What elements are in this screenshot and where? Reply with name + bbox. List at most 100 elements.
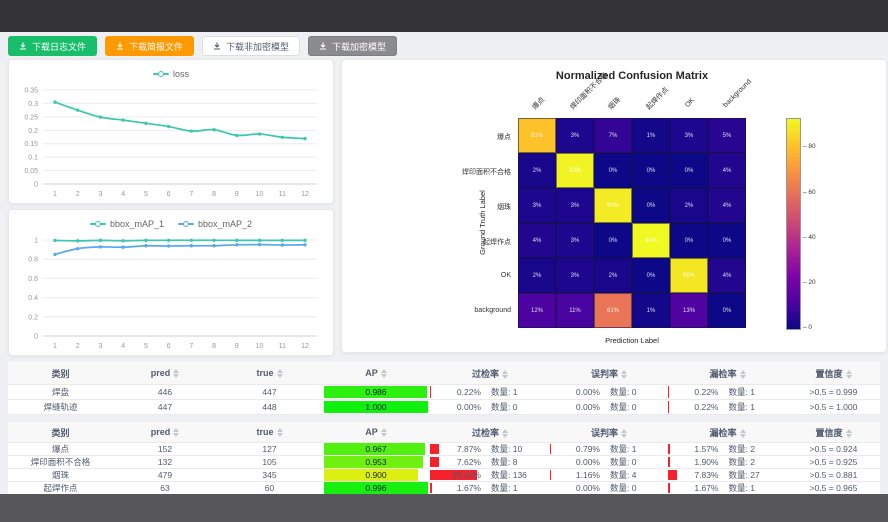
- column-header-3[interactable]: AP: [322, 362, 430, 385]
- loss-chart-card: loss 0 0.05 0.1 0.15 0.2 0.25 0.3 0.35 1 2 3 4 5 6 7 8 9 1…: [8, 59, 334, 204]
- matrix-title: Normalized Confusion Matrix: [555, 70, 709, 82]
- svg-text:12: 12: [301, 191, 309, 198]
- column-header-label: AP: [365, 367, 378, 378]
- sort-icon[interactable]: [845, 369, 852, 379]
- download-encrypted-model-button[interactable]: 下载加密模型: [308, 36, 398, 56]
- ap-cell: 0.996: [324, 482, 428, 494]
- column-header-6[interactable]: 漏检率: [668, 362, 787, 385]
- cell-over-rate: 0.00% 数量: 0: [430, 399, 550, 415]
- column-header-7[interactable]: 置信度: [787, 362, 880, 385]
- svg-text:1: 1: [53, 343, 57, 350]
- matrix-cell: 0%: [708, 223, 746, 258]
- column-header-0: 类别: [8, 422, 113, 443]
- rate-percent: 1.67%: [456, 483, 481, 493]
- sort-icon[interactable]: [739, 428, 746, 438]
- column-header-4[interactable]: 过检率: [430, 362, 550, 385]
- svg-text:12: 12: [301, 343, 309, 350]
- colorbar-tick: – 40: [803, 233, 816, 241]
- line-marker-icon: [178, 220, 194, 228]
- ap-bar: [324, 386, 427, 398]
- legend-item-loss[interactable]: loss: [152, 69, 189, 79]
- rate-cell: 0.00% 数量: 0: [550, 456, 668, 468]
- matrix-cell: 61%: [594, 293, 632, 328]
- metrics-tables: 类别 pred true AP 过检率 误判率 漏检率 置信度 焊盘 446 447 0.986 0.2…: [8, 362, 880, 508]
- sort-icon[interactable]: [502, 428, 508, 438]
- sort-icon[interactable]: [739, 369, 746, 379]
- download-report-label: 下载简报文件: [129, 41, 184, 52]
- matrix-cell: 12%: [518, 293, 556, 328]
- rate-count: 数量: 4: [610, 470, 637, 480]
- rate-bar: [668, 444, 670, 454]
- download-icon: [214, 42, 221, 50]
- cell-true: 60: [217, 481, 322, 495]
- ap-value: 1.000: [365, 402, 387, 412]
- legend-item-bbox_mAP_1[interactable]: bbox_mAP_1: [89, 219, 164, 229]
- line-marker-icon: [152, 70, 169, 78]
- sort-icon[interactable]: [276, 369, 283, 379]
- rate-percent: 0.00%: [575, 483, 600, 493]
- sort-icon[interactable]: [621, 428, 627, 438]
- sort-icon[interactable]: [380, 428, 387, 438]
- download-plain-model-label: 下载非加密模型: [226, 41, 290, 52]
- svg-text:3: 3: [99, 343, 103, 350]
- matrix-cell: 0%: [708, 293, 746, 328]
- matrix-col-label: OK: [684, 96, 697, 109]
- cell-ap: 0.967: [322, 442, 430, 456]
- column-header-3[interactable]: AP: [322, 422, 430, 443]
- sort-icon[interactable]: [276, 428, 283, 438]
- rate-percent: 1.67%: [694, 483, 719, 493]
- download-log-label: 下载日志文件: [32, 41, 87, 52]
- rate-percent: 7.62%: [456, 457, 481, 467]
- column-header-4[interactable]: 过检率: [430, 422, 550, 443]
- ap-value: 0.953: [365, 457, 387, 467]
- matrix-cell: 3%: [556, 258, 594, 293]
- sort-icon[interactable]: [173, 369, 180, 379]
- ap-bar: [324, 456, 424, 468]
- svg-text:0.6: 0.6: [28, 276, 38, 283]
- matrix-row-label: 烟珠: [497, 203, 511, 211]
- matrix-cell: 5%: [708, 118, 746, 153]
- column-header-2[interactable]: true: [217, 362, 322, 385]
- rate-cell: 1.16% 数量: 4: [550, 469, 668, 481]
- column-header-7[interactable]: 置信度: [787, 422, 880, 443]
- column-header-2[interactable]: true: [217, 422, 322, 443]
- matrix-cell: 4%: [518, 223, 556, 258]
- legend-item-bbox_mAP_2[interactable]: bbox_mAP_2: [178, 219, 252, 229]
- rate-cell: 1.67% 数量: 1: [430, 482, 550, 494]
- column-header-5[interactable]: 误判率: [550, 422, 668, 443]
- sort-icon[interactable]: [621, 369, 627, 379]
- bottom-band: [0, 494, 888, 522]
- sort-icon[interactable]: [502, 369, 508, 379]
- rate-cell: 0.79% 数量: 1: [550, 443, 668, 455]
- matrix-cell: 11%: [556, 293, 594, 328]
- rate-count: 数量: 136: [491, 470, 527, 480]
- column-header-1[interactable]: pred: [113, 362, 217, 385]
- download-plain-model-button[interactable]: 下载非加密模型: [202, 36, 301, 56]
- rate-bar: [668, 457, 671, 467]
- rate-percent: 7.87%: [456, 444, 481, 454]
- sort-icon[interactable]: [380, 369, 387, 379]
- svg-text:0.2: 0.2: [28, 314, 38, 321]
- rate-count: 数量: 2: [728, 457, 755, 467]
- rate-percent: 1.57%: [694, 444, 719, 454]
- svg-text:6: 6: [167, 191, 171, 198]
- column-header-1[interactable]: pred: [113, 422, 217, 443]
- download-report-button[interactable]: 下载简报文件: [105, 36, 195, 56]
- table-row: 焊盘 446 447 0.986 0.22% 数量: 1 0.00% 数量: 0 0.22% 数量…: [8, 384, 880, 400]
- rate-cell: 0.00% 数量: 0: [550, 482, 668, 494]
- cell-mis-rate: 0.00% 数量: 0: [550, 455, 668, 469]
- column-header-6[interactable]: 漏检率: [668, 422, 787, 443]
- rate-bar: [550, 470, 552, 480]
- svg-text:0.1: 0.1: [28, 155, 38, 162]
- cell-over-rate: 7.62% 数量: 8: [430, 455, 550, 469]
- cell-confidence: >0.5 = 1.000: [787, 399, 880, 415]
- svg-text:11: 11: [279, 191, 286, 198]
- cell-over-rate: 39.42% 数量: 136: [430, 468, 550, 482]
- column-header-5[interactable]: 误判率: [550, 362, 668, 385]
- matrix-cell: 89%: [670, 258, 708, 293]
- rate-cell: 7.83% 数量: 27: [668, 469, 787, 481]
- download-log-button[interactable]: 下载日志文件: [8, 36, 98, 56]
- sort-icon[interactable]: [845, 428, 852, 438]
- sort-icon[interactable]: [173, 428, 180, 438]
- column-header-label: AP: [365, 426, 378, 437]
